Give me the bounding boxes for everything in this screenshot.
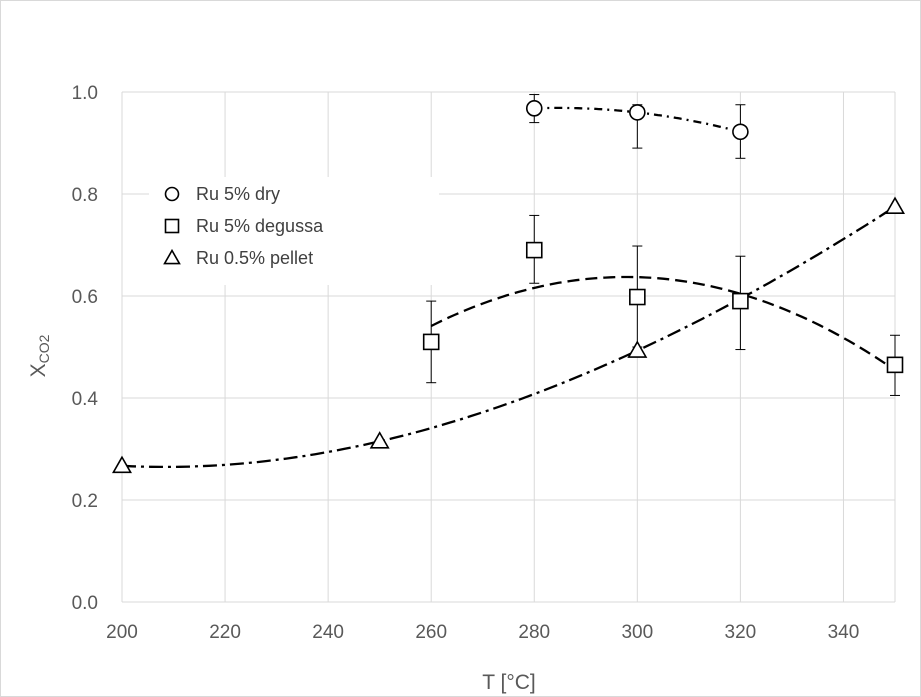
x-tick-label: 260 — [415, 622, 447, 643]
data-point-triangle — [627, 340, 648, 358]
data-point-square — [629, 288, 646, 306]
data-point-circle — [629, 104, 646, 121]
data-point-triangle — [163, 248, 181, 265]
trendline — [430, 275, 896, 372]
data-point-square — [422, 333, 440, 351]
x-tick-label: 200 — [106, 622, 138, 643]
data-markers — [111, 100, 906, 474]
data-point-triangle — [884, 196, 906, 215]
x-tick-label: 320 — [725, 622, 757, 643]
x-tick-label: 340 — [828, 622, 860, 643]
trendline — [121, 205, 896, 469]
x-tick-label: 220 — [209, 622, 241, 643]
y-tick-label: 0.6 — [72, 287, 98, 308]
legend-label: Ru 5% dry — [196, 184, 280, 204]
y-tick-label: 0.2 — [72, 491, 98, 512]
x-tick-label: 300 — [621, 622, 653, 643]
legend-label: Ru 0.5% pellet — [196, 248, 313, 268]
y-tick-label: 0.8 — [72, 185, 98, 206]
data-point-triangle — [111, 455, 133, 474]
legend: Ru 5% dry Ru 5% degussa Ru 0.5% pellet — [149, 177, 439, 285]
tick-labels: 200 220 240 260 280 300 320 340 0.0 0.2 0.4 0.6 0.8 1… — [72, 83, 860, 643]
y-tick-label: 1.0 — [72, 83, 98, 104]
data-point-triangle — [369, 431, 390, 449]
y-tick-label: 0.4 — [72, 389, 99, 410]
data-point-circle — [732, 123, 749, 141]
data-point-circle — [164, 186, 180, 202]
data-point-square — [164, 218, 180, 234]
x-tick-label: 280 — [518, 622, 550, 643]
trendlines — [121, 106, 896, 469]
legend-label: Ru 5% degussa — [196, 216, 324, 236]
y-tick-label: 0.0 — [72, 593, 98, 614]
gridlines — [121, 91, 896, 603]
y-axis-title-sub: CO2 — [36, 334, 52, 363]
x-axis-title: T [°C] — [482, 671, 536, 694]
y-axis-title: XCO2 — [27, 334, 52, 377]
data-point-square — [886, 356, 904, 374]
y-axis-title-main: X — [27, 363, 50, 377]
error-bars — [426, 94, 900, 396]
data-point-square — [525, 241, 543, 259]
data-point-square — [732, 292, 749, 310]
data-point-circle — [525, 100, 543, 117]
x-tick-label: 240 — [312, 622, 344, 643]
legend-background — [149, 177, 439, 285]
